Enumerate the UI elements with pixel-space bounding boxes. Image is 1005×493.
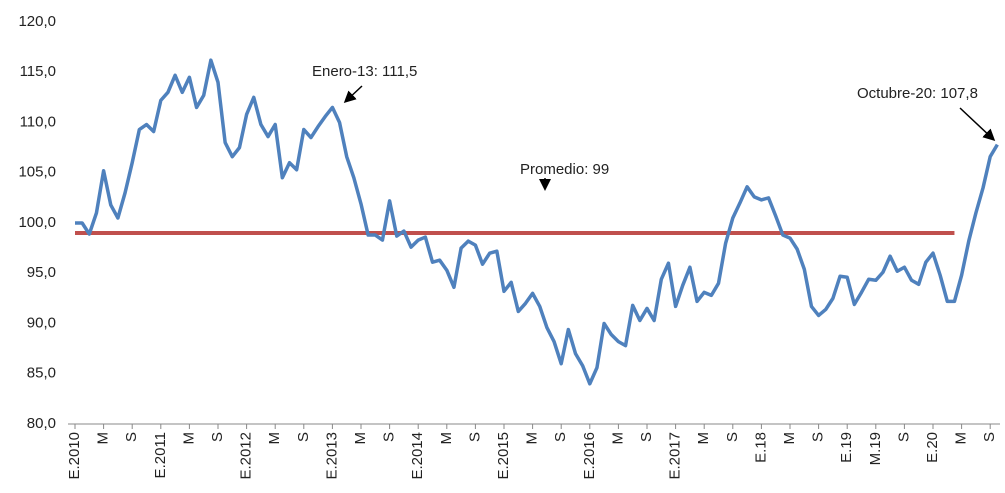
x-tick-label: S	[209, 432, 226, 442]
series-line	[75, 58, 999, 386]
annotation: Promedio: 99	[520, 161, 609, 178]
x-tick-label: E.2015	[495, 432, 512, 480]
x-tick-label: M	[609, 432, 626, 445]
x-tick-label: E.2014	[409, 432, 426, 480]
annotation: Octubre-20: 107,8	[857, 85, 978, 102]
y-tick-label: 110,0	[20, 113, 56, 130]
x-tick-label: S	[895, 432, 912, 442]
y-tick-label: 100,0	[18, 214, 56, 231]
x-tick-label: S	[381, 432, 398, 442]
x-tick-label: S	[810, 432, 827, 442]
x-tick-label: M	[180, 432, 197, 445]
x-tick-label: M	[266, 432, 283, 445]
y-tick-label: 90,0	[27, 314, 56, 331]
x-tick-label: S	[981, 432, 998, 442]
annotation-arrow	[343, 85, 363, 104]
x-tick-label: M	[781, 432, 798, 445]
annotation: Enero-13: 111,5	[312, 63, 417, 80]
x-tick-label: E.2013	[323, 432, 340, 480]
x-tick-label: M	[524, 432, 541, 445]
x-tick-label: M	[438, 432, 455, 445]
x-tick-label: S	[466, 432, 483, 442]
x-tick-label: E.19	[838, 432, 855, 463]
x-tick-label: E.2011	[152, 432, 169, 478]
annotation-arrow	[959, 107, 996, 142]
x-tick-label: S	[552, 432, 569, 442]
x-tick-label: M	[352, 432, 369, 445]
x-tick-label: E.20	[924, 432, 941, 463]
y-tick-label: 115,0	[20, 63, 56, 80]
x-tick-label: E.2017	[667, 432, 684, 480]
y-tick-label: 80,0	[27, 415, 56, 432]
x-tick-label: S	[724, 432, 741, 442]
x-tick-label: E.2016	[581, 432, 598, 480]
x-tick-label: E.2012	[238, 432, 255, 480]
x-tick-label: E.18	[752, 432, 769, 463]
x-tick-label: M	[953, 432, 970, 445]
x-tick-label: M.19	[867, 432, 884, 465]
y-tick-label: 120,0	[18, 13, 56, 30]
y-tick-label: 95,0	[27, 264, 56, 281]
x-tick-label: S	[123, 432, 140, 442]
x-tick-label: E.2010	[66, 432, 83, 480]
x-tick-label: M	[95, 432, 112, 445]
y-tick-label: 85,0	[27, 365, 56, 382]
x-tick-label: S	[295, 432, 312, 442]
x-tick-label: S	[638, 432, 655, 442]
y-tick-label: 105,0	[18, 164, 56, 181]
x-tick-label: M	[695, 432, 712, 445]
